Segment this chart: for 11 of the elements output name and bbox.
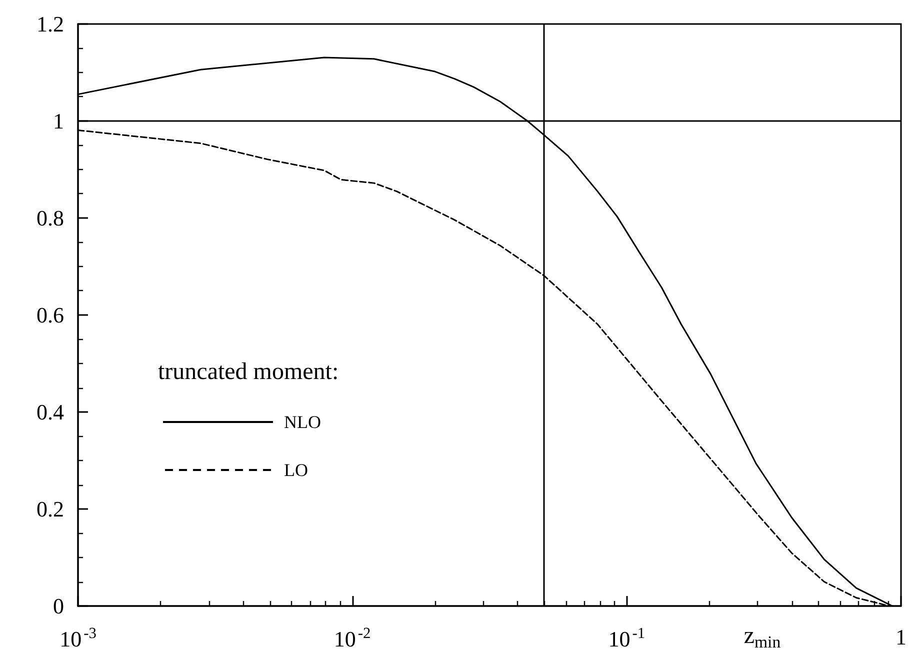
y-tick-label: 1	[53, 108, 64, 134]
y-tick-label: 0.8	[36, 206, 64, 230]
y-tick-label: 0	[53, 594, 64, 618]
y-tick-label: 0.2	[36, 496, 64, 522]
legend-label: LO	[284, 460, 308, 480]
y-tick-label: 1.2	[36, 12, 64, 36]
x-tick-label: 1	[896, 624, 906, 650]
legend-label: NLO	[284, 412, 321, 432]
y-tick-label: 0.6	[36, 302, 64, 328]
legend-title: truncated moment:	[158, 359, 339, 385]
y-tick-label: 0.4	[36, 400, 64, 424]
